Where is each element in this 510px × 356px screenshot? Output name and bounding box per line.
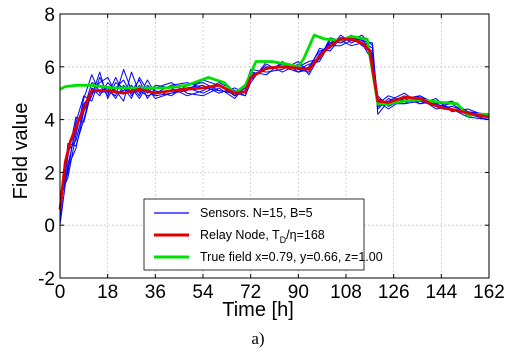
relay-node-series-line xyxy=(58,37,490,210)
x-tick-label: 18 xyxy=(97,282,118,303)
sensor-series-line xyxy=(59,37,490,213)
x-tick-label: 0 xyxy=(55,282,66,303)
x-tick-label: 72 xyxy=(240,282,261,303)
legend-relay-prefix: Relay Node, T xyxy=(200,228,280,242)
sensor-series-line xyxy=(59,34,490,202)
legend-relay-subscript: D xyxy=(280,235,287,245)
x-tick-label: 108 xyxy=(330,282,362,303)
y-tick-label: 4 xyxy=(44,111,55,132)
x-tick-label: 36 xyxy=(145,282,166,303)
legend-label-sensors: Sensors. N=15, B=5 xyxy=(200,206,313,220)
series-layer xyxy=(58,33,490,226)
x-tick-label: 162 xyxy=(473,282,505,303)
y-tick-label: 2 xyxy=(44,163,55,184)
x-tick-label: 90 xyxy=(288,282,309,303)
sensor-series-line xyxy=(59,37,490,215)
y-axis-title: Field value xyxy=(10,103,32,200)
y-tick-label: -2 xyxy=(38,269,55,290)
legend-label-relay: Relay Node, TD/η=168 xyxy=(200,228,325,245)
x-tick-label: 144 xyxy=(425,282,457,303)
y-tick-label: 6 xyxy=(44,58,55,79)
legend-relay-suffix: /η=168 xyxy=(286,228,325,242)
sensor-series-line xyxy=(59,37,490,226)
y-tick-label: 0 xyxy=(44,216,55,237)
figure-caption: a) xyxy=(251,329,264,348)
x-tick-label: 54 xyxy=(192,282,214,303)
plot-frame xyxy=(59,13,490,279)
y-tick-label: 8 xyxy=(44,5,55,26)
legend: Sensors. N=15, B=5 Relay Node, TD/η=168 … xyxy=(143,198,383,271)
x-axis-title: Time [h] xyxy=(222,299,294,321)
legend-label-truth: True field x=0.79, y=0.66, z=1.00 xyxy=(200,250,383,264)
x-tick-label: 126 xyxy=(378,282,410,303)
